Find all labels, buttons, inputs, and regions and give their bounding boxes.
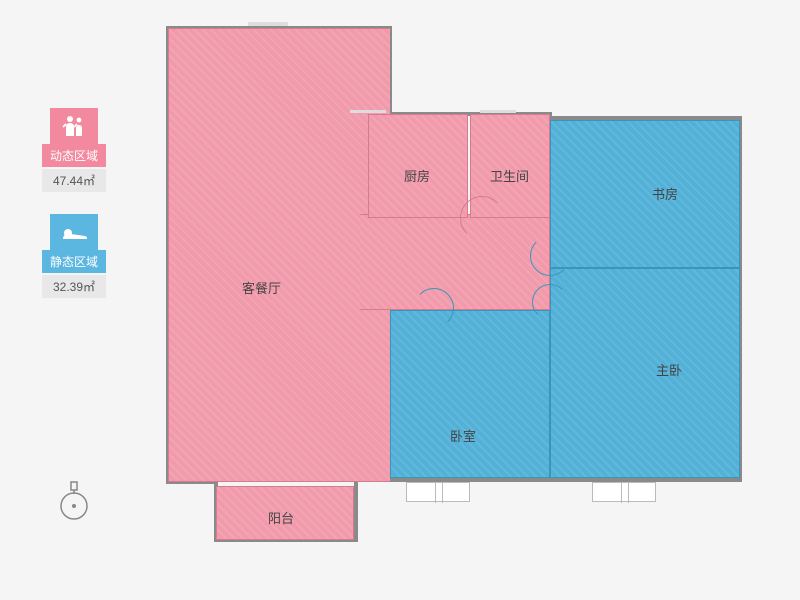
room-living-ext (360, 214, 550, 310)
legend-static-area: 32.39㎡ (42, 275, 106, 298)
label-master: 主卧 (656, 360, 682, 379)
room-master (550, 268, 740, 478)
wall (354, 478, 358, 542)
compass-icon (56, 480, 92, 524)
legend: 动态区域 47.44㎡ 静态区域 32.39㎡ (42, 108, 106, 320)
label-kitchen: 厨房 (404, 166, 430, 185)
legend-static-label: 静态区域 (42, 250, 106, 273)
label-study: 书房 (652, 184, 678, 203)
legend-dynamic: 动态区域 47.44㎡ (42, 108, 106, 192)
window-notch (248, 22, 288, 26)
window (406, 482, 470, 502)
label-balcony: 阳台 (268, 508, 294, 527)
people-icon (50, 108, 98, 144)
window-notch (350, 110, 386, 113)
floorplan: 客餐厅 厨房 卫生间 阳台 书房 卧室 主卧 (160, 28, 760, 568)
window-notch (480, 110, 516, 113)
window (592, 482, 656, 502)
room-living (168, 28, 390, 482)
label-bathroom: 卫生间 (490, 166, 529, 185)
legend-static: 静态区域 32.39㎡ (42, 214, 106, 298)
sleep-icon (50, 214, 98, 250)
label-living: 客餐厅 (242, 278, 281, 297)
legend-dynamic-area: 47.44㎡ (42, 169, 106, 192)
room-bedroom2 (390, 310, 550, 478)
label-bedroom2: 卧室 (450, 426, 476, 445)
legend-dynamic-label: 动态区域 (42, 144, 106, 167)
room-study (550, 120, 740, 268)
